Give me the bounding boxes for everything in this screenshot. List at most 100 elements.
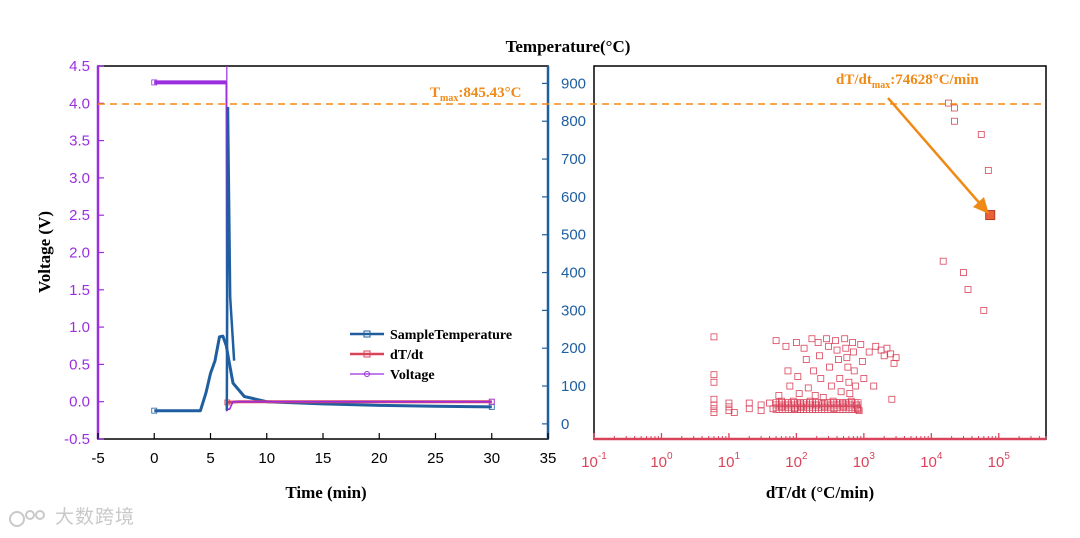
scatter-point [730, 409, 738, 416]
scatter-point [794, 373, 802, 380]
legend-label-dtdt: dT/dt [390, 348, 424, 363]
scatter-point [870, 382, 878, 390]
scatter-point [826, 363, 833, 371]
legend-label-temperature: SampleTemperature [390, 328, 512, 343]
scatter-point [872, 342, 880, 350]
scatter-point [888, 395, 896, 403]
scatter-point [810, 367, 818, 375]
y2-tick-label: 700 [561, 151, 586, 168]
tmax-prefix: T [430, 85, 440, 101]
temperature-top-title: Temperature(°C) [506, 37, 631, 56]
scatter-point [786, 382, 794, 390]
y-tick-label: 0.0 [69, 394, 90, 411]
scatter-point [710, 395, 718, 403]
scatter-point [849, 339, 856, 346]
dtmax-arrow-head [973, 197, 989, 214]
scatter-point [804, 384, 812, 392]
scatter-point [811, 392, 819, 399]
scatter-point [802, 356, 810, 363]
scatter-point [832, 337, 839, 345]
log-x-tick-label: 104 [920, 451, 943, 471]
log-x-tick-exponent: 1 [734, 451, 740, 462]
y-tick-label: 4.0 [69, 95, 90, 112]
scatter-point [984, 167, 992, 174]
scatter-point [892, 354, 900, 362]
scatter-point [850, 348, 857, 356]
log-x-tick-base: 10 [581, 454, 598, 471]
scatter-point [980, 306, 988, 314]
scatter-point [960, 269, 967, 276]
scatter-point [843, 354, 851, 362]
log-x-tick-label: 103 [853, 451, 876, 471]
dtmax-arrow-line [887, 97, 983, 207]
dtmax-annotation: dT/dtmax:74628°C/min [836, 72, 979, 91]
scatter-point [766, 399, 773, 407]
scatter-point [725, 399, 733, 407]
left-ylabel: Voltage (V) [35, 211, 54, 293]
scatter-point [951, 104, 958, 112]
y-tick-label: 2.0 [69, 245, 90, 262]
x-tick-label: 35 [540, 450, 557, 467]
scatter-point [814, 339, 822, 346]
scatter-point [846, 390, 854, 398]
scatter-point [817, 375, 825, 382]
y2-tick-label: 100 [561, 378, 586, 395]
scatter-point [725, 403, 733, 411]
y-tick-label: 2.5 [69, 207, 90, 224]
y-tick-label: 0.5 [69, 356, 90, 373]
log-x-tick-base: 10 [988, 454, 1005, 471]
scatter-point [860, 375, 868, 382]
log-x-tick-base: 10 [718, 454, 735, 471]
log-x-tick-label: 102 [785, 451, 808, 471]
log-x-tick-base: 10 [853, 454, 870, 471]
x-tick-label: 10 [258, 450, 275, 467]
scatter-point [842, 344, 850, 352]
watermark-text: 大数跨境 [55, 506, 136, 528]
scatter-point [841, 335, 849, 343]
scatter-point [835, 356, 842, 363]
scatter-point [775, 392, 783, 399]
scatter-point [833, 346, 841, 354]
scatter-point [710, 405, 718, 413]
legend-label-voltage: Voltage [390, 368, 435, 383]
x-tick-label: 0 [150, 450, 158, 467]
dtmax-prefix: dT/dt [836, 72, 872, 88]
scatter-point [827, 382, 835, 390]
legend-marker-dtdt [363, 350, 371, 358]
x-tick-label: -5 [91, 450, 104, 467]
scatter-point [782, 342, 790, 350]
scatter-point [823, 335, 830, 343]
scatter-point [772, 337, 780, 345]
scatter-point [951, 117, 958, 125]
scatter-point [964, 286, 972, 293]
x-tick-label: 15 [315, 450, 332, 467]
series-line-sampletemperature [154, 334, 492, 413]
legend-marker-voltage [364, 371, 370, 377]
log-x-tick-label: 101 [718, 451, 741, 471]
scatter-point [854, 399, 862, 407]
y2-tick-label: 800 [561, 113, 586, 130]
legend: SampleTemperature dT/dt Voltage [350, 328, 512, 383]
scatter-point [808, 335, 816, 343]
y2-tick-label: 500 [561, 227, 586, 244]
y2-tick-label: 200 [561, 340, 586, 357]
right-scatter-points [710, 99, 996, 416]
scatter-point [745, 399, 753, 407]
scatter-point [837, 388, 845, 396]
scatter-point [784, 367, 792, 375]
log-x-tick-label: 105 [988, 451, 1011, 471]
scatter-point [977, 131, 985, 138]
scatter-point [850, 367, 858, 375]
log-x-tick-exponent: 4 [937, 451, 943, 462]
log-x-tick-base: 10 [785, 454, 802, 471]
scatter-point [745, 405, 753, 413]
y2-tick-label: 0 [561, 416, 569, 433]
scatter-point [757, 407, 765, 415]
left-series [151, 66, 495, 414]
y2-tick-label: 300 [561, 302, 586, 319]
watermark-logo-icon [9, 509, 45, 527]
y-tick-label: -0.5 [64, 431, 90, 448]
scatter-point [725, 407, 733, 415]
log-x-tick-base: 10 [650, 454, 667, 471]
scatter-point [836, 375, 844, 382]
